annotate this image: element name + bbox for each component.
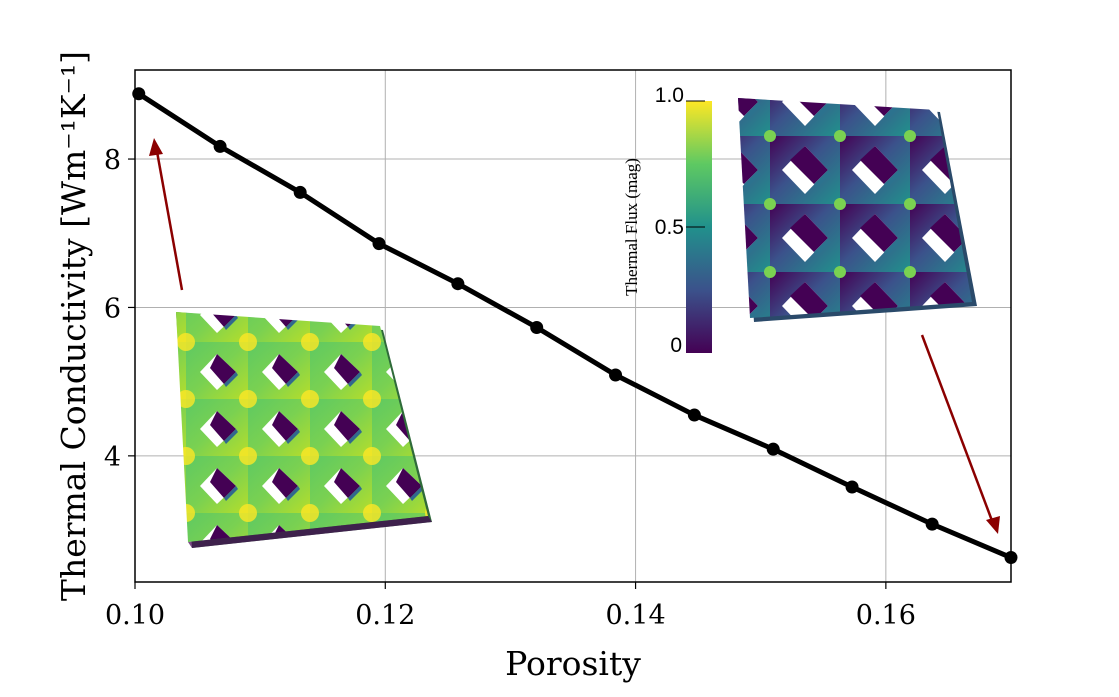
axes-frame (134, 69, 1012, 583)
y-tick-label: 8 (104, 145, 121, 176)
colorbar-title: Thermal Flux (mag) (622, 158, 641, 296)
data-point (132, 87, 146, 101)
y-tick-labels: 4 6 8 (104, 145, 135, 473)
data-point (766, 442, 780, 456)
y-axis-title: Thermal Conductivity [Wm⁻¹K⁻¹] (54, 51, 93, 601)
series-line (132, 87, 1018, 565)
x-axis-title: Porosity (505, 644, 641, 683)
x-tick-label: 0.16 (856, 600, 916, 631)
data-point (451, 277, 465, 291)
data-point (845, 480, 859, 494)
y-tick-label: 6 (104, 293, 121, 324)
data-point (530, 320, 544, 334)
arrow-left-head (149, 138, 163, 156)
y-tick-label: 4 (104, 442, 121, 473)
lattice-inset-low-porosity (176, 312, 432, 548)
data-point (925, 517, 939, 531)
series-path (137, 91, 1012, 560)
colorbar: 1.0 0.5 0 Thermal Flux (mag) (622, 84, 712, 357)
colorbar-tick: 0 (670, 334, 682, 357)
x-tick-label: 0.12 (355, 600, 415, 631)
data-point (687, 408, 701, 422)
arrow-left (154, 145, 184, 291)
annotation-arrows (149, 138, 1000, 534)
data-point (372, 237, 386, 251)
data-point (213, 139, 227, 153)
colorbar-tick: 1.0 (655, 84, 684, 107)
lattice-inset-high-porosity (738, 98, 977, 322)
arrow-right-head (986, 516, 1000, 534)
x-tick-label: 0.14 (606, 600, 666, 631)
x-tick-labels: 0.10 0.12 0.14 0.16 (105, 582, 916, 631)
colorbar-tick: 0.5 (655, 216, 684, 239)
x-tick-label: 0.10 (105, 600, 165, 631)
data-point (609, 368, 623, 382)
arrow-right (920, 334, 996, 527)
data-point (293, 185, 307, 199)
